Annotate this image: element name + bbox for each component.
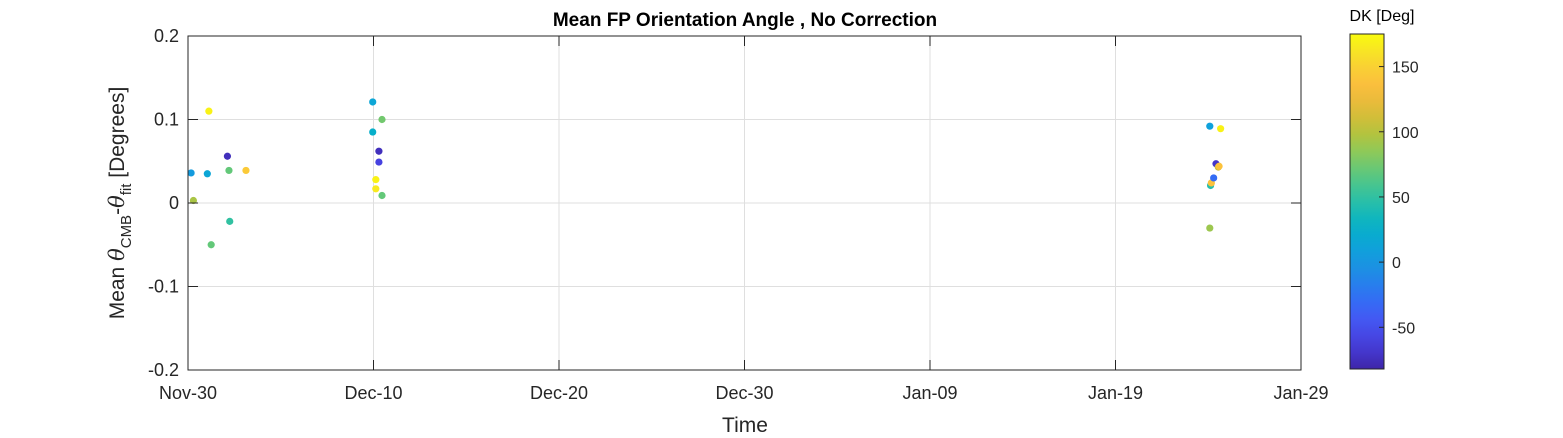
x-axis-label: Time xyxy=(722,414,768,437)
scatter-point xyxy=(203,170,211,178)
scatter-point xyxy=(207,241,215,249)
scatter-point xyxy=(242,166,250,175)
y-tick-label: -0.2 xyxy=(148,360,179,380)
scatter-point xyxy=(223,152,232,160)
scatter-point xyxy=(372,176,380,184)
scatter-point xyxy=(1215,162,1223,170)
scatter-point xyxy=(369,128,377,136)
y-tick-label: 0 xyxy=(169,193,179,213)
y-tick-labels: -0.2 -0.1 0 0.1 0.2 xyxy=(148,26,179,380)
y-label-suffix: [Degrees] xyxy=(106,87,129,184)
x-tick-label: Dec-10 xyxy=(344,383,402,403)
scatter-point xyxy=(369,98,377,106)
chart-title: Mean FP Orientation Angle , No Correctio… xyxy=(553,10,937,31)
y-label-theta-1: θ xyxy=(105,248,129,261)
colorbar-tick-label: 0 xyxy=(1392,255,1401,272)
y-tick-label: -0.1 xyxy=(148,277,179,297)
y-tick-label: 0.1 xyxy=(154,110,179,130)
colorbar-tick-label: 150 xyxy=(1392,60,1419,77)
x-tick-label: Jan-29 xyxy=(1273,383,1328,403)
colorbar-tick-label: -50 xyxy=(1392,320,1415,337)
colorbar-tick-label: 100 xyxy=(1392,125,1419,142)
colorbar-title: DK [Deg] xyxy=(1350,8,1415,25)
y-label-prefix: Mean xyxy=(106,261,129,319)
scatter-point xyxy=(375,147,383,155)
y-tick-label: 0.2 xyxy=(154,26,179,46)
scatter-point xyxy=(1217,125,1225,133)
scatter-point xyxy=(1206,122,1214,130)
scatter-point xyxy=(189,196,198,205)
colorbar-tick-label: 50 xyxy=(1392,190,1410,207)
x-tick-label: Dec-30 xyxy=(715,383,773,403)
scatter-point xyxy=(1210,174,1218,182)
y-label-sub-cmb: CMB xyxy=(118,215,135,248)
scatter-point xyxy=(378,191,386,200)
scatter-point xyxy=(205,107,213,115)
colorbar xyxy=(1349,33,1385,370)
y-axis-label: Mean θCMB-θfit [Degrees] xyxy=(105,87,135,320)
y-label-dash: - xyxy=(106,208,129,215)
scatter-point xyxy=(1206,224,1214,232)
scatter-point xyxy=(378,115,386,124)
x-tick-label: Nov-30 xyxy=(159,383,217,403)
colorbar-ticks: -50 0 50 100 150 xyxy=(1379,60,1419,337)
scatter-point xyxy=(372,185,380,193)
scatter-points xyxy=(187,98,1225,249)
y-label-sub-fit: fit xyxy=(118,183,135,196)
y-label-theta-2: θ xyxy=(105,195,129,208)
ticks-layer xyxy=(187,35,1302,371)
x-tick-labels: Nov-30 Dec-10 Dec-20 Dec-30 Jan-09 Jan-19 Jan-… xyxy=(159,383,1329,403)
x-tick-label: Jan-09 xyxy=(902,383,957,403)
scatter-point xyxy=(187,169,195,177)
scatter-point xyxy=(225,166,233,175)
x-tick-label: Jan-19 xyxy=(1088,383,1143,403)
scatter-point xyxy=(226,217,234,225)
x-tick-label: Dec-20 xyxy=(530,383,588,403)
scatter-point xyxy=(375,158,383,166)
